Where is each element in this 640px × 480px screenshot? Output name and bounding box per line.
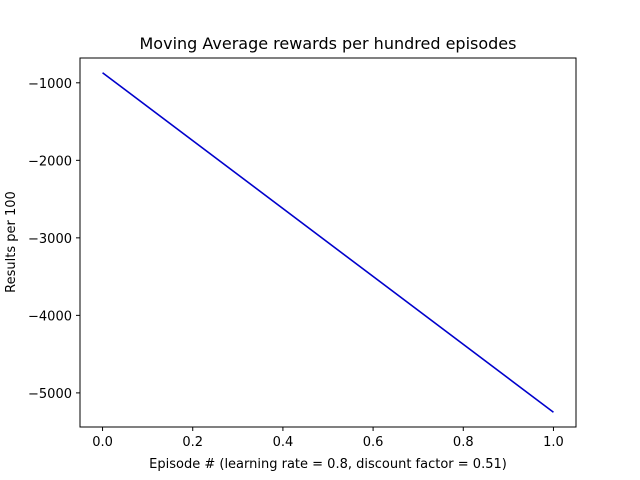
x-axis-ticks: 0.0 0.2 0.4 0.6 0.8 1.0 [92, 427, 564, 450]
x-tick-label: 0.6 [363, 435, 384, 450]
x-tick-label: 1.0 [543, 435, 564, 450]
chart-title: Moving Average rewards per hundred episo… [140, 34, 517, 53]
plot-area [79, 57, 577, 428]
y-tick-label: −4000 [28, 309, 72, 324]
y-tick-label: −3000 [28, 232, 72, 247]
x-tick-label: 0.4 [273, 435, 294, 450]
plot-frame [79, 57, 577, 428]
y-axis-label: Results per 100 [4, 191, 19, 293]
x-tick-label: 0.8 [453, 435, 474, 450]
x-tick-label: 0.0 [92, 435, 113, 450]
series-line-0 [102, 72, 554, 413]
y-axis-ticks: −1000 −2000 −3000 −4000 −5000 [28, 77, 80, 402]
series-layer [102, 72, 554, 413]
x-axis-label: Episode # (learning rate = 0.8, discount… [149, 457, 507, 472]
y-tick-label: −5000 [28, 387, 72, 402]
y-tick-label: −2000 [28, 154, 72, 169]
y-tick-label: −1000 [28, 77, 72, 92]
x-tick-label: 0.2 [182, 435, 203, 450]
